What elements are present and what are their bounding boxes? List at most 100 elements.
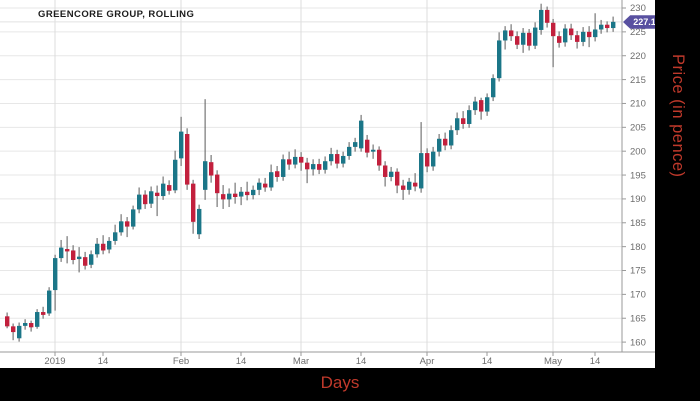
chart-title: GREENCORE GROUP, ROLLING [38,9,195,20]
candle-body [173,159,178,191]
candle-body [377,149,382,166]
candle-body [23,323,28,326]
candle-body [137,194,142,210]
candle-body [521,32,526,45]
y-tick-label: 190 [630,194,646,205]
candle-body [533,27,538,46]
candle-body [5,316,10,327]
candle-body [17,325,22,339]
candle-body [113,232,118,241]
candle-body [245,191,250,196]
x-tick-label: 14 [482,356,493,367]
candle-body [497,40,502,79]
candle-body [275,171,280,177]
candle-body [491,78,496,98]
last-price-badge: 227.1 [623,15,659,29]
candle-body [557,36,562,43]
candle-body [551,22,556,37]
y-tick-label: 210 [630,99,646,110]
candle-body [119,221,124,233]
candle-body [389,171,394,177]
candle-body [179,131,184,159]
y-tick-label: 170 [630,290,646,301]
candle-body [587,31,592,38]
candle-body [47,290,52,314]
candle-body [305,162,310,170]
y-tick-label: 205 [630,123,646,134]
candle-body [323,161,328,170]
candle-body [599,24,604,30]
candle-body [155,192,160,197]
candle-body [425,153,430,167]
x-tick-label: May [544,356,562,367]
y-tick-label: 220 [630,51,646,62]
y-tick-label: 185 [630,218,646,229]
y-tick-label: 200 [630,146,646,157]
candle-body [125,221,130,227]
x-tick-label: Apr [420,356,435,367]
candle-body [287,159,292,165]
candle-body [107,240,112,250]
y-tick-label: 215 [630,75,646,86]
candle-body [269,172,274,188]
x-tick-label: 14 [98,356,109,367]
candle-body [101,243,106,251]
x-tick-label: 2019 [44,356,65,367]
candle-body [407,181,412,190]
candle-body [209,162,214,176]
candle-body [593,29,598,38]
candle-body [65,249,70,252]
x-tick-label: Feb [173,356,189,367]
candle-body [89,254,94,265]
candle-body [605,24,610,29]
y-tick-label: 175 [630,266,646,277]
candle-body [563,28,568,43]
candle-body [95,243,100,255]
candle-body [161,183,166,197]
y-tick-label: 180 [630,242,646,253]
candle-body [203,161,208,190]
y-tick-label: 160 [630,337,646,348]
candle-body [35,312,40,327]
candle-body [569,28,574,36]
candle-body [59,247,64,259]
candle-body [335,154,340,164]
candle-body [167,185,172,191]
candle-body [239,191,244,197]
candle-body [281,159,286,177]
candle-body [611,21,616,29]
x-axis-title: Days [320,373,360,392]
candle-body [371,149,376,152]
candle-body [311,164,316,170]
candle-body [401,185,406,190]
candle-body [263,183,268,188]
candle-body [131,209,136,227]
candle-body [71,250,76,261]
y-tick-label: 165 [630,313,646,324]
y-tick-label: 230 [630,3,646,14]
candle-body [11,326,16,333]
candle-body [299,156,304,163]
candle-body [233,193,238,198]
bottom-panel: Days [0,368,700,401]
candle-body [77,256,82,260]
candle-body [419,153,424,189]
candle-body [257,182,262,190]
candle-body [317,164,322,170]
candle-body [191,183,196,222]
x-tick-label: 14 [236,356,247,367]
candle-body [227,193,232,200]
candle-body [473,101,478,111]
candle-body [581,31,586,42]
candle-body [539,9,544,30]
candle-body [185,134,190,185]
candle-body [515,36,520,45]
candle-body [479,100,484,112]
candle-body [365,139,370,153]
candle-body [29,323,34,328]
candle-body [443,138,448,146]
right-panel: Price (in pence) [655,0,700,368]
candle-body [197,208,202,235]
